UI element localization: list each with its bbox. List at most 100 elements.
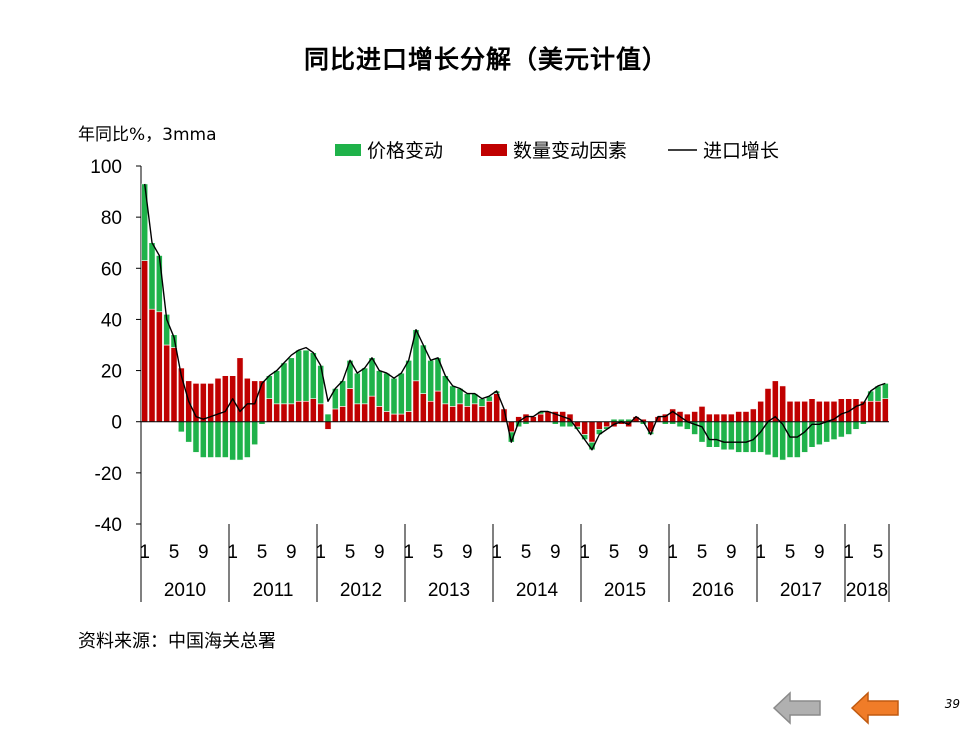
quantity-bar	[456, 403, 464, 423]
quantity-bar	[273, 403, 281, 423]
quantity-bar	[368, 395, 376, 423]
price-bar	[324, 413, 332, 423]
quantity-bar	[295, 400, 303, 423]
price-bar	[559, 421, 567, 428]
price-bar	[823, 421, 831, 443]
quantity-bar	[339, 406, 347, 423]
month-tick-label: 5	[257, 542, 268, 563]
quantity-bar	[287, 403, 295, 423]
price-bar	[221, 421, 229, 458]
arrow-left-orange-icon	[850, 691, 899, 725]
y-tick-label: 20	[101, 362, 122, 383]
price-bar	[199, 421, 207, 458]
quantity-bar	[771, 380, 779, 423]
quantity-bar	[265, 398, 273, 423]
year-label: 2015	[604, 580, 646, 601]
quantity-bar	[441, 403, 449, 423]
month-tick-label: 5	[433, 542, 444, 563]
quantity-bar	[390, 413, 398, 423]
month-tick-label: 5	[609, 542, 620, 563]
month-tick-label: 1	[491, 542, 502, 563]
quantity-bar	[243, 377, 251, 423]
price-bar	[427, 360, 435, 402]
return-button[interactable]	[850, 690, 900, 726]
quantity-bar	[815, 400, 823, 423]
quantity-bar	[852, 398, 860, 423]
quantity-bar	[698, 406, 706, 423]
price-bar	[390, 377, 398, 415]
quantity-bar	[801, 400, 809, 423]
month-tick-label: 9	[814, 542, 825, 563]
quantity-bar	[874, 400, 882, 423]
quantity-bar	[141, 260, 149, 423]
price-bar	[713, 421, 721, 448]
price-bar	[801, 421, 809, 453]
quantity-bar	[544, 411, 552, 423]
price-bar	[449, 385, 457, 407]
price-bar	[295, 349, 303, 402]
month-tick-label: 1	[667, 542, 678, 563]
price-bar	[214, 421, 222, 458]
import-growth-line	[144, 183, 886, 451]
year-label: 2018	[846, 580, 888, 601]
quantity-bar	[823, 400, 831, 423]
quantity-bar	[537, 413, 545, 423]
price-bar	[786, 421, 794, 458]
year-label: 2012	[340, 580, 382, 601]
y-tick-label: 0	[111, 413, 122, 434]
price-bar	[771, 421, 779, 458]
quantity-bar	[727, 413, 735, 423]
price-bar	[361, 367, 369, 405]
quantity-bar	[691, 411, 699, 423]
price-bar	[815, 421, 823, 446]
quantity-bar	[163, 344, 171, 423]
arrow-left-icon	[772, 691, 821, 725]
month-tick-label: 9	[462, 542, 473, 563]
month-tick-label: 1	[755, 542, 766, 563]
quantity-bar	[478, 406, 486, 423]
price-bar	[236, 421, 244, 461]
quantity-bar	[251, 380, 259, 423]
price-bar	[287, 357, 295, 405]
quantity-bar	[361, 403, 369, 423]
y-axis-unit-label: 年同比%，3mma	[78, 125, 217, 145]
month-tick-label: 1	[315, 542, 326, 563]
price-bar	[405, 360, 413, 412]
previous-page-button[interactable]	[772, 690, 822, 726]
month-tick-label: 1	[403, 542, 414, 563]
year-label: 2013	[428, 580, 470, 601]
price-bar	[170, 334, 178, 348]
price-bar	[845, 421, 853, 435]
price-bar	[309, 352, 317, 399]
price-bar	[463, 393, 471, 407]
quantity-bar	[471, 403, 479, 423]
month-tick-label: 1	[139, 542, 150, 563]
quantity-bar	[786, 400, 794, 423]
quantity-bar	[705, 413, 713, 423]
price-bar	[720, 421, 728, 451]
quantity-bar	[808, 398, 816, 423]
quantity-bar	[148, 308, 156, 423]
quantity-bar	[449, 406, 457, 423]
quantity-bar	[881, 398, 889, 423]
month-tick-label: 5	[345, 542, 356, 563]
quantity-bar	[742, 411, 750, 423]
quantity-bar	[324, 421, 332, 430]
quantity-bar	[867, 400, 875, 423]
page-number: 39	[944, 697, 960, 711]
quantity-bar	[331, 408, 339, 423]
price-bar	[852, 421, 860, 430]
year-label: 2014	[516, 580, 559, 601]
quantity-bar	[588, 421, 596, 443]
month-tick-label: 9	[550, 542, 561, 563]
quantity-bar	[199, 383, 207, 423]
y-tick-label: 40	[101, 310, 122, 331]
price-bar	[185, 421, 193, 443]
price-bar	[676, 421, 684, 428]
quantity-bar	[595, 421, 603, 430]
y-tick-label: 100	[90, 157, 122, 178]
month-tick-label: 9	[374, 542, 385, 563]
price-bar	[273, 370, 281, 405]
quantity-bar	[713, 413, 721, 423]
